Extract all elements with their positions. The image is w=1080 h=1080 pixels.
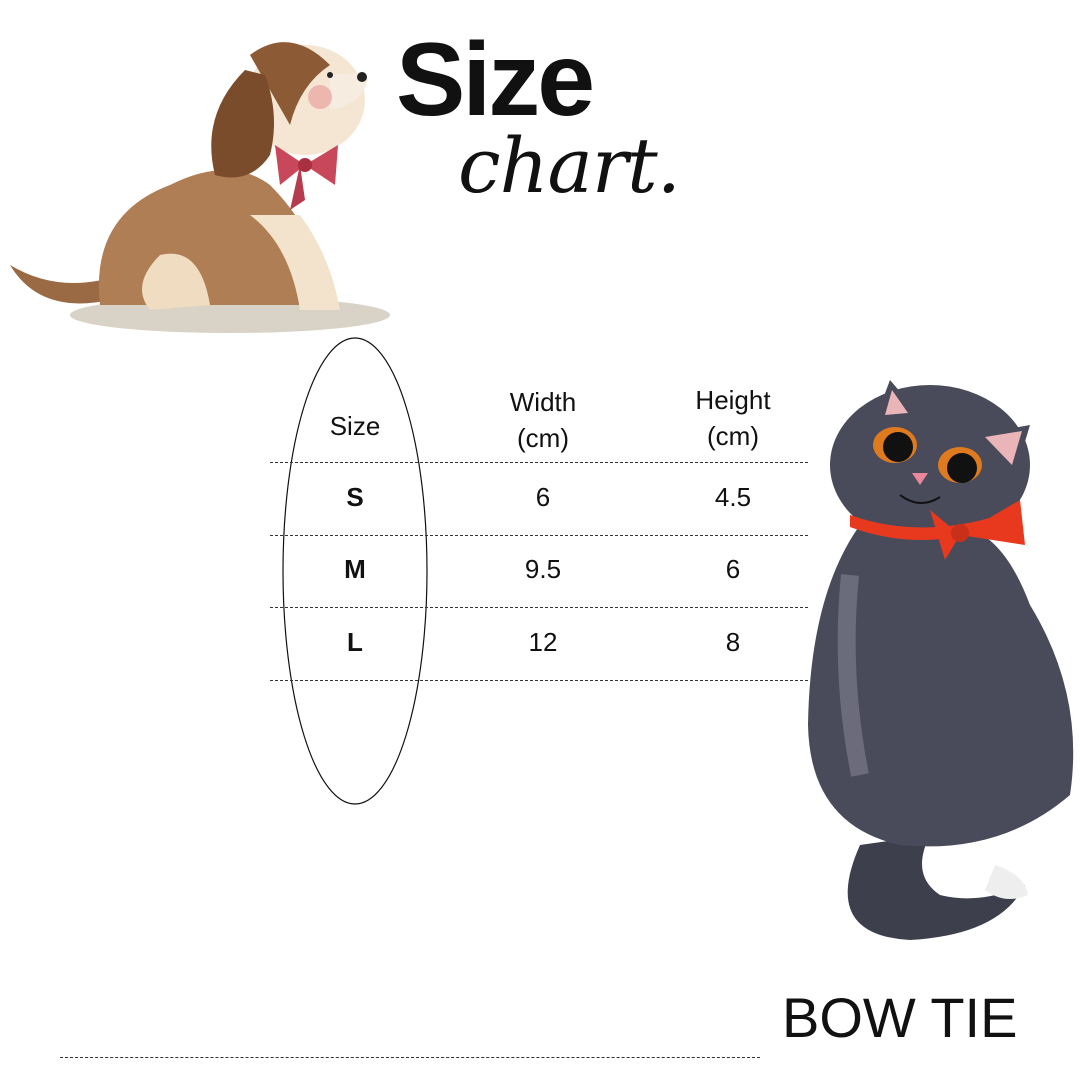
height-cell: 6: [725, 554, 741, 584]
cat-illustration: [808, 380, 1074, 940]
cat-bow-icon: [850, 500, 1025, 560]
size-cell: L: [347, 627, 363, 657]
width-cell: 12: [528, 627, 558, 657]
header-width: Width (cm): [509, 387, 577, 454]
size-cell: S: [346, 482, 364, 512]
dog-illustration: [10, 42, 390, 333]
size-column-ellipse: [282, 337, 428, 805]
title-chart: chart.: [458, 121, 681, 210]
height-cell: 4.5: [714, 482, 752, 512]
title-size: Size: [396, 22, 595, 138]
footer-divider: [60, 1057, 760, 1058]
dog-icon: [10, 42, 390, 333]
row-divider: [270, 462, 808, 463]
size-cell: M: [344, 554, 366, 584]
row-divider: [270, 680, 808, 681]
header-height: Height (cm): [695, 385, 771, 452]
header-size: Size: [329, 411, 381, 441]
dog-bow-icon: [275, 145, 338, 210]
height-cell: 8: [725, 627, 741, 657]
width-cell: 6: [535, 482, 551, 512]
row-divider: [270, 607, 808, 608]
product-name: BOW TIE: [782, 986, 1018, 1049]
row-divider: [270, 535, 808, 536]
width-cell: 9.5: [524, 554, 562, 584]
cat-icon: [808, 380, 1074, 940]
